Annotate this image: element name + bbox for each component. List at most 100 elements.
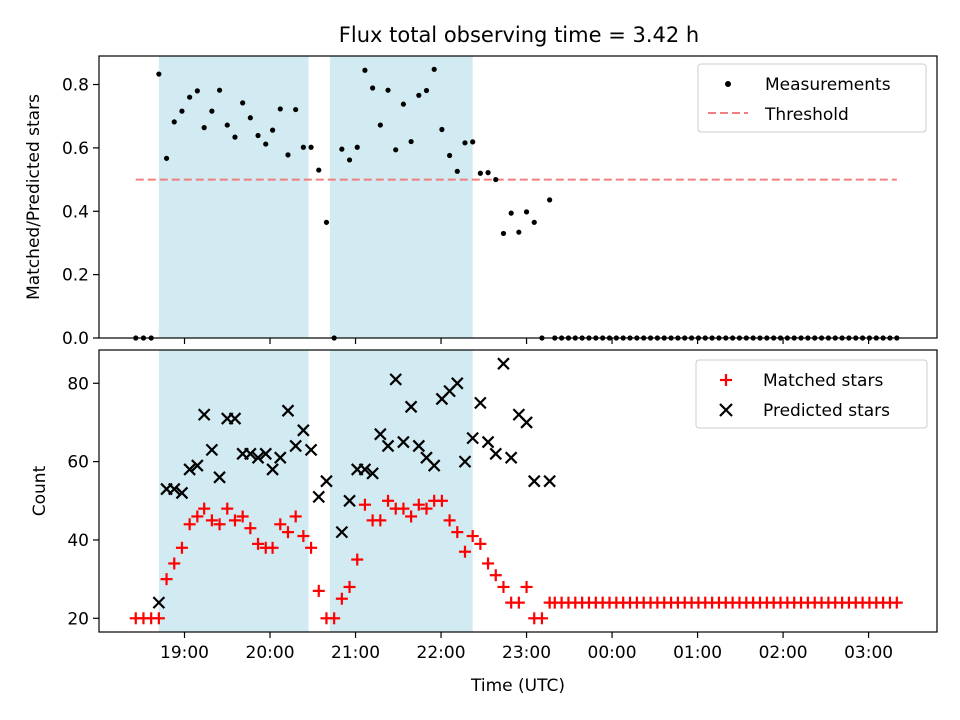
predicted-point xyxy=(320,474,333,488)
matched-point xyxy=(535,612,548,625)
measurement-point xyxy=(431,66,437,72)
bottom-y-axis: 20 40 60 80 xyxy=(67,374,99,629)
bottom-y-tick-label: 40 xyxy=(67,531,89,551)
measurement-point xyxy=(247,115,253,121)
legend-label-measurements: Measurements xyxy=(765,75,891,95)
measurement-point xyxy=(423,87,430,94)
predicted-point xyxy=(520,416,533,429)
measurement-point xyxy=(216,87,223,93)
matched-point xyxy=(520,580,533,593)
matched-point xyxy=(335,592,348,605)
matched-point xyxy=(451,526,464,539)
measurement-point xyxy=(300,144,306,150)
matched-point xyxy=(466,530,479,543)
measurement-point xyxy=(339,146,345,152)
top-y-tick-label: 0.2 xyxy=(62,266,89,286)
matched-points xyxy=(129,494,903,625)
measurement-point xyxy=(346,157,353,163)
measurement-point xyxy=(194,88,200,94)
predicted-point xyxy=(281,404,295,417)
predicted-point xyxy=(343,494,356,508)
measurement-point xyxy=(163,155,170,161)
matched-point xyxy=(443,514,456,527)
predicted-point xyxy=(381,439,395,453)
matched-point xyxy=(297,530,310,543)
matched-point xyxy=(328,612,341,625)
ratio-panel: 0.00.20.40.60.8 Matched/Predicted stars … xyxy=(24,55,938,349)
legend-marker-predicted xyxy=(719,403,733,417)
observing-window-2 xyxy=(329,56,473,338)
matched-point xyxy=(152,612,165,625)
measurement-point xyxy=(531,219,537,225)
bottom-legend: Matched stars Predicted stars xyxy=(695,359,928,429)
predicted-point xyxy=(481,435,495,449)
x-tick-label: 00:00 xyxy=(588,643,637,663)
predicted-point xyxy=(366,467,379,480)
measurement-point xyxy=(493,176,499,183)
top-y-tick-label: 0.6 xyxy=(62,139,89,159)
predicted-point xyxy=(197,408,211,421)
predicted-point xyxy=(527,474,541,488)
measurement-point xyxy=(416,92,422,98)
measurement-point xyxy=(277,106,283,112)
observing-window-1 xyxy=(158,56,309,338)
top-y-axis-label: Matched/Predicted stars xyxy=(24,94,44,300)
predicted-point xyxy=(358,463,372,476)
predicted-point xyxy=(297,424,310,437)
matched-point xyxy=(175,541,188,554)
matched-point xyxy=(420,502,433,515)
matched-point xyxy=(890,596,903,609)
predicted-point xyxy=(167,482,181,496)
matched-point xyxy=(305,541,318,554)
measurement-point xyxy=(354,144,360,150)
measurement-point xyxy=(316,167,322,173)
matched-point xyxy=(497,580,510,593)
matched-point xyxy=(435,494,448,507)
measurement-point xyxy=(516,229,522,235)
predicted-point xyxy=(251,451,265,464)
measurement-point xyxy=(485,170,491,176)
measurement-point xyxy=(209,108,215,114)
legend-marker-measurements xyxy=(725,81,731,87)
measurement-point xyxy=(308,144,314,150)
measurement-point xyxy=(224,122,230,128)
measurement-point xyxy=(385,87,391,93)
legend-label-predicted: Predicted stars xyxy=(763,401,890,421)
legend-marker-matched xyxy=(720,374,732,386)
measurement-point xyxy=(523,209,530,215)
measurement-point xyxy=(263,141,269,147)
matched-point xyxy=(489,569,502,582)
x-tick-label: 23:00 xyxy=(502,643,551,663)
measurement-point xyxy=(171,119,177,125)
bottom-y-tick-label: 60 xyxy=(67,453,89,473)
matched-point xyxy=(281,526,294,539)
x-tick-label: 03:00 xyxy=(844,643,893,663)
predicted-point xyxy=(497,357,510,370)
predicted-point xyxy=(389,373,402,386)
measurement-point xyxy=(477,170,483,176)
matched-point xyxy=(244,522,257,535)
matched-point xyxy=(482,557,495,570)
matched-point xyxy=(221,502,234,515)
matched-point xyxy=(512,596,525,609)
measurement-point xyxy=(187,94,193,100)
predicted-point xyxy=(466,431,479,445)
matched-point xyxy=(198,502,211,515)
predicted-point xyxy=(259,447,273,461)
legend-label-matched: Matched stars xyxy=(763,371,883,391)
measurement-point xyxy=(400,101,407,107)
predicted-point xyxy=(504,451,518,464)
observing-window-2 xyxy=(329,350,473,632)
matched-point xyxy=(351,553,364,566)
top-axes-frame xyxy=(98,55,938,339)
measurement-point xyxy=(446,152,453,159)
measurement-point xyxy=(201,125,207,131)
top-y-axis: 0.0 0.2 0.4 0.6 0.8 xyxy=(62,76,99,349)
matched-point xyxy=(228,514,241,527)
measurement-point xyxy=(293,106,299,113)
predicted-points xyxy=(152,357,556,609)
predicted-point xyxy=(543,474,556,488)
measurement-point xyxy=(454,168,460,174)
predicted-point xyxy=(266,463,279,476)
x-axis-label: Time (UTC) xyxy=(470,676,565,696)
